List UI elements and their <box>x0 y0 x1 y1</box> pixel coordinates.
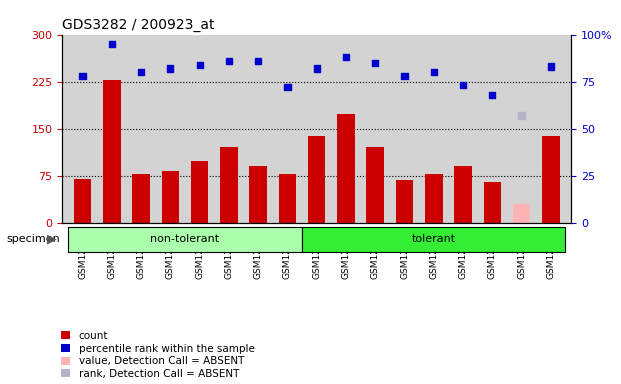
Bar <box>308 136 325 223</box>
Point <box>253 58 263 64</box>
Bar <box>103 80 120 223</box>
Point <box>312 65 322 71</box>
Point <box>107 41 117 47</box>
Point <box>429 69 439 75</box>
Point <box>78 73 88 79</box>
Text: ▶: ▶ <box>47 233 57 245</box>
Point <box>487 92 497 98</box>
Point <box>194 61 204 68</box>
Point <box>399 73 409 79</box>
Point <box>458 82 468 88</box>
Bar <box>250 166 267 223</box>
Bar <box>220 147 238 223</box>
Bar <box>191 161 209 223</box>
Bar <box>454 166 472 223</box>
Bar <box>279 174 296 223</box>
Point <box>546 63 556 70</box>
Text: tolerant: tolerant <box>412 234 456 244</box>
Point <box>517 113 527 119</box>
Bar <box>337 114 355 223</box>
Bar <box>366 147 384 223</box>
Point <box>341 54 351 60</box>
Bar <box>68 227 302 252</box>
Bar <box>396 180 414 223</box>
Point <box>165 65 175 71</box>
Point <box>283 84 292 90</box>
Point <box>136 69 146 75</box>
Point <box>370 60 380 66</box>
Bar <box>513 204 530 223</box>
Bar <box>132 174 150 223</box>
Text: specimen: specimen <box>6 234 60 244</box>
Bar <box>302 227 566 252</box>
Point <box>224 58 234 64</box>
Bar <box>542 136 560 223</box>
Text: GDS3282 / 200923_at: GDS3282 / 200923_at <box>62 18 215 32</box>
Bar <box>74 179 91 223</box>
Text: non-tolerant: non-tolerant <box>150 234 220 244</box>
Bar <box>425 174 443 223</box>
Bar <box>161 171 179 223</box>
Legend: count, percentile rank within the sample, value, Detection Call = ABSENT, rank, : count, percentile rank within the sample… <box>61 331 255 379</box>
Bar <box>484 182 501 223</box>
